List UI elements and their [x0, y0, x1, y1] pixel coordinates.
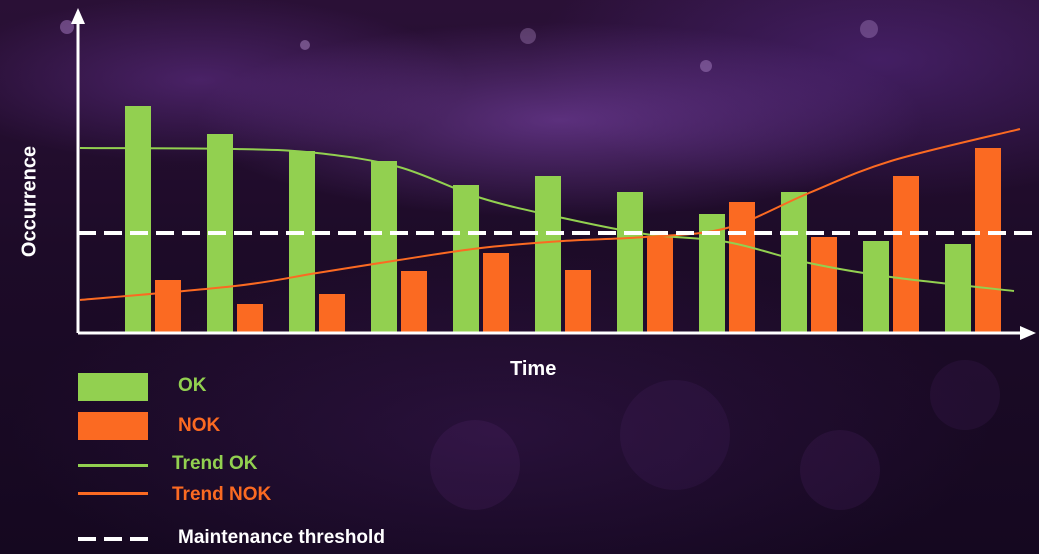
y-axis-arrow: [71, 8, 85, 24]
legend-ok-label: OK: [178, 375, 207, 396]
legend-trend-ok-swatch: [78, 464, 148, 467]
nok-bar: [401, 271, 427, 333]
x-axis-arrow: [1020, 326, 1036, 340]
nok-bar: [237, 304, 263, 333]
y-axis-label: Occurrence: [18, 145, 41, 258]
legend-nok-swatch: [78, 412, 148, 440]
ok-bar: [289, 151, 315, 333]
legend-nok-label: NOK: [178, 415, 221, 436]
ok-bar: [371, 161, 397, 333]
nok-bar: [975, 148, 1001, 333]
nok-bar: [729, 202, 755, 333]
trend-nok-line: [79, 128, 1021, 301]
nok-bar: [155, 280, 181, 333]
ok-bar: [125, 106, 151, 333]
nok-bar: [811, 237, 837, 333]
nok-bar: [565, 270, 591, 333]
ok-bar: [617, 192, 643, 333]
nok-bar: [319, 294, 345, 333]
trend-ok-line: [79, 147, 1015, 292]
x-axis-label: Time: [510, 358, 557, 380]
legend-threshold-swatch: [78, 537, 148, 541]
nok-bar: [483, 253, 509, 333]
legend-ok-swatch: [78, 373, 148, 401]
legend-threshold-label: Maintenance threshold: [178, 527, 385, 548]
ok-bar: [535, 176, 561, 333]
nok-bars: [155, 148, 1001, 333]
legend-trend-nok-swatch: [78, 492, 148, 495]
nok-bar: [647, 237, 673, 333]
ok-bar: [945, 244, 971, 333]
ok-bar: [453, 185, 479, 333]
ok-bars: [125, 106, 971, 333]
legend-trend-ok-label: Trend OK: [172, 453, 258, 474]
legend-trend-nok-label: Trend NOK: [172, 484, 272, 505]
nok-bar: [893, 176, 919, 333]
ok-bar: [863, 241, 889, 333]
